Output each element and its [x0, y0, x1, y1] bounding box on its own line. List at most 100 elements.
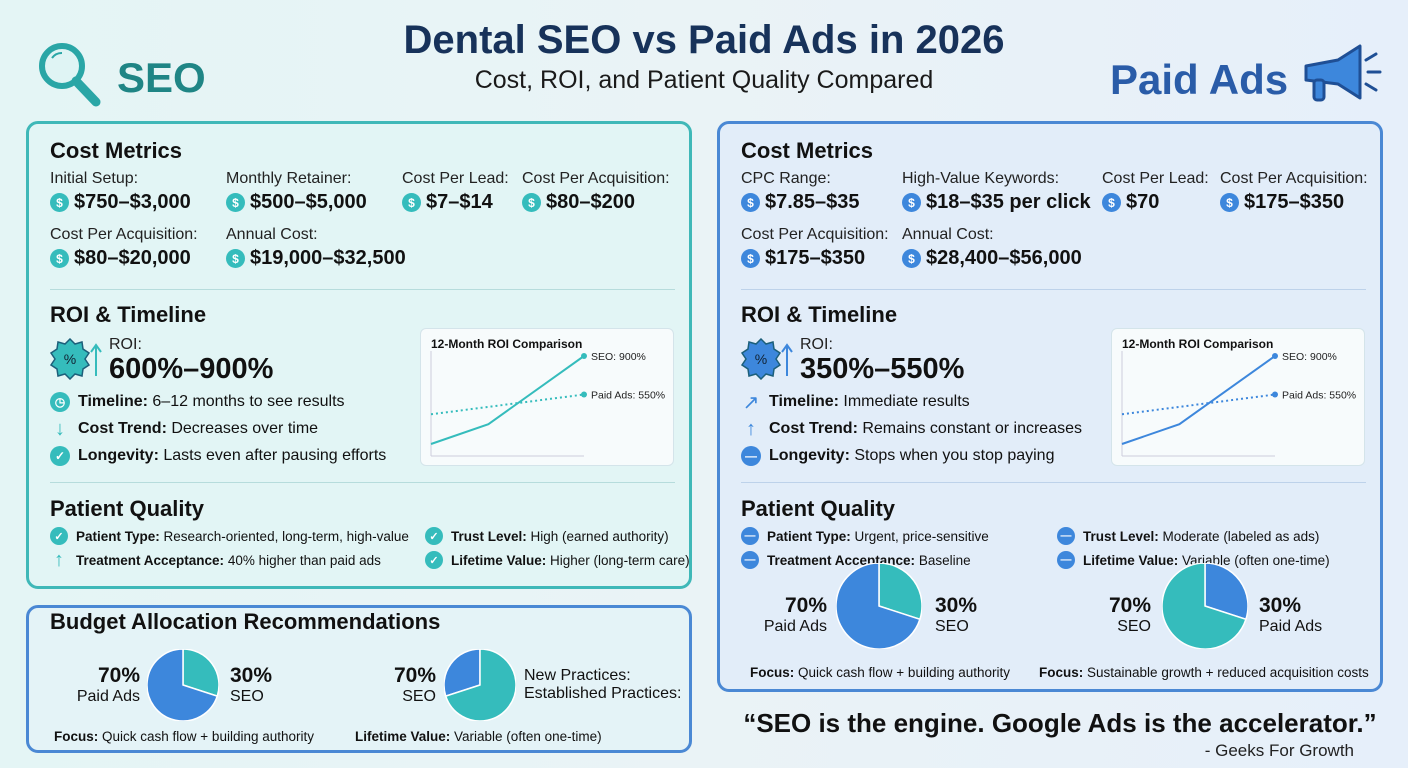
dollar-coin-icon: $ — [522, 193, 541, 212]
patient-quality-item: — Patient Type: Urgent, price-sensitive — [741, 527, 989, 545]
focus-text: Focus: Quick cash flow + building author… — [750, 665, 1011, 680]
pie-slice-seo — [182, 649, 219, 698]
series-end-point — [1272, 353, 1278, 359]
cost-value: $ $18–$35 per click — [902, 191, 1091, 214]
pie-chart-seo-first — [1162, 563, 1248, 649]
cost-label: Initial Setup: — [50, 170, 139, 187]
patient-quality-item: — Lifetime Value: Variable (often one-tim… — [1057, 551, 1330, 569]
patient-quality-item: ✓ Trust Level: High (earned authority) — [425, 527, 669, 545]
cost-label: Annual Cost: — [226, 226, 318, 243]
roi-bullet: ↑ Cost Trend: Remains constant or increas… — [741, 417, 1082, 440]
cost-value: $ $19,000–$32,500 — [226, 247, 406, 270]
cost-label: High-Value Keywords: — [902, 170, 1060, 187]
dollar-coin-icon: $ — [1220, 193, 1239, 212]
chart-title: 12-Month ROI Comparison — [431, 337, 583, 351]
pie-slice-paid-ads — [147, 649, 219, 721]
chart-title: 12-Month ROI Comparison — [1122, 337, 1274, 351]
divider — [50, 482, 675, 483]
percent-badge-icon: % — [741, 338, 793, 380]
cost-label: Cost Per Lead: — [1102, 170, 1209, 187]
dollar-coin-icon: $ — [226, 193, 245, 212]
focus-text: Focus: Quick cash flow + building author… — [54, 729, 315, 744]
roi-chart: 12-Month ROI Comparison SEO: 900% Paid Ads… — [1111, 328, 1365, 466]
roi-title: ROI & Timeline — [741, 302, 898, 327]
cost-label: Monthly Retainer: — [226, 170, 352, 187]
pie-left-label: 70% SEO — [1108, 594, 1151, 636]
check-icon: ✓ — [50, 446, 70, 466]
quote-author: - Geeks For Growth — [1204, 741, 1354, 760]
budget-panel — [26, 605, 692, 753]
dollar-coin-icon: $ — [226, 249, 245, 268]
roi-label: ROI: — [109, 336, 142, 353]
roi-value: 350%–550% — [800, 353, 965, 385]
roi-bullet: ↗ Timeline: Immediate results — [742, 391, 970, 414]
series-end-point — [581, 391, 587, 398]
cost-label: Cost Per Acquisition: — [50, 226, 198, 243]
paid-brand-label: Paid Ads — [1110, 56, 1289, 103]
cost-label: CPC Range: — [741, 170, 831, 187]
budget-pie-2 — [444, 649, 516, 721]
dollar-coin-icon: $ — [50, 193, 69, 212]
roi-label: ROI: — [800, 336, 833, 353]
pie-slice-seo — [444, 649, 516, 721]
divider — [50, 289, 675, 290]
established-practices-label: Established Practices: — [524, 685, 682, 702]
cost-value: $ $7.85–$35 — [741, 191, 860, 214]
pie-right-label: 30% SEO — [935, 594, 978, 636]
roi-title: ROI & Timeline — [50, 302, 207, 327]
series-line-paid-ads — [1121, 393, 1276, 416]
arrow-up-icon: ↑ — [746, 417, 756, 440]
minus-icon: — — [1057, 551, 1075, 569]
pie-left-label: 70% SEO — [393, 664, 436, 706]
cost-value: $ $750–$3,000 — [50, 191, 191, 214]
lifetime-value-text: Lifetime Value: Variable (often one-time… — [355, 729, 602, 744]
divider — [741, 289, 1366, 290]
dollar-coin-icon: $ — [1102, 193, 1121, 212]
dollar-coin-icon: $ — [902, 193, 921, 212]
minus-icon: — — [741, 446, 761, 466]
dollar-coin-icon: $ — [902, 249, 921, 268]
pie-left-label: 70% Paid Ads — [763, 594, 827, 636]
series-end-point — [1272, 391, 1278, 398]
series-line-seo — [1121, 355, 1276, 445]
arrow-up-icon: ↑ — [54, 548, 64, 571]
cost-value: $ $28,400–$56,000 — [902, 247, 1082, 270]
page-title: Dental SEO vs Paid Ads in 2026 — [403, 18, 1005, 62]
percent-badge-icon: % — [50, 338, 102, 380]
svg-text:%: % — [64, 351, 76, 367]
cost-value: $ $70 — [1102, 191, 1159, 214]
minus-icon: — — [741, 527, 759, 545]
patient-quality-item: — Trust Level: Moderate (labeled as ads) — [1057, 527, 1319, 545]
cost-value: $ $80–$20,000 — [50, 247, 191, 270]
cost-value: $ $175–$350 — [741, 247, 865, 270]
pie-slice-seo — [878, 563, 922, 621]
series-label: Paid Ads: 550% — [1282, 390, 1356, 402]
cost-value: $ $175–$350 — [1220, 191, 1344, 214]
dollar-coin-icon: $ — [741, 193, 760, 212]
pie-slice-paid-ads — [1204, 563, 1248, 621]
cost-metrics-title: Cost Metrics — [50, 138, 183, 163]
roi-bullet: ◷ Timeline: 6–12 months to see results — [50, 392, 345, 412]
patient-quality-item: ✓ Lifetime Value: Higher (long-term care) — [425, 551, 690, 569]
roi-bullet: — Longevity: Stops when you stop paying — [741, 446, 1054, 466]
pie-slice-paid-ads — [444, 649, 481, 698]
check-icon: ✓ — [50, 527, 68, 545]
check-icon: ✓ — [425, 527, 443, 545]
quote-text: “SEO is the engine. Google Ads is the ac… — [743, 708, 1377, 738]
magnifier-icon — [39, 43, 101, 107]
pie-slice-paid-ads — [836, 563, 921, 649]
patient-quality-title: Patient Quality — [741, 496, 896, 521]
pie-right-label: 30% Paid Ads — [1259, 594, 1323, 636]
cost-label: Cost Per Acquisition: — [1220, 170, 1368, 187]
new-practices-label: New Practices: — [524, 667, 631, 684]
focus-text: Focus: Sustainable growth + reduced acqu… — [1039, 665, 1369, 680]
roi-bullet: ↓ Cost Trend: Decreases over time — [50, 418, 318, 440]
cost-value: $ $80–$200 — [522, 191, 635, 214]
cost-metrics-title: Cost Metrics — [741, 138, 874, 163]
series-end-point — [581, 353, 587, 359]
cost-value: $ $7–$14 — [402, 191, 493, 214]
megaphone-icon — [1304, 44, 1382, 102]
page-subtitle: Cost, ROI, and Patient Quality Compared — [474, 66, 934, 94]
cost-label: Cost Per Acquisition: — [741, 226, 889, 243]
cost-label: Cost Per Lead: — [402, 170, 509, 187]
